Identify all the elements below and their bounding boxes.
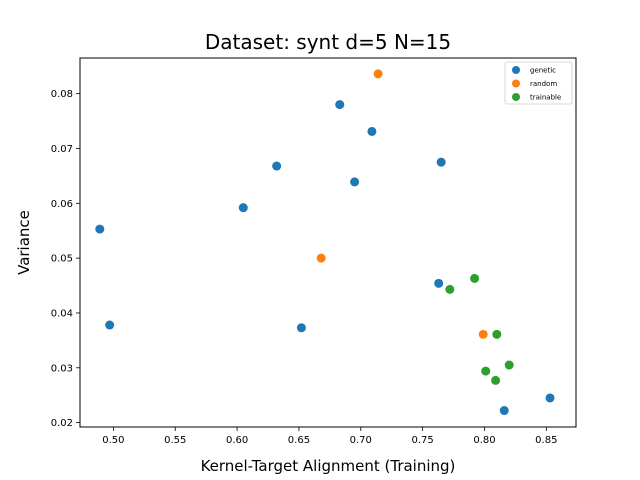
- point-genetic: [545, 393, 555, 403]
- x-tick-label: 0.50: [102, 435, 124, 446]
- x-axis-ticks: 0.50 0.55 0.60 0.65 0.70 0.75 0.80 0.85: [102, 427, 557, 446]
- point-genetic: [434, 278, 444, 288]
- legend-marker-genetic: [512, 66, 520, 74]
- plot-frame: [79, 57, 577, 428]
- y-tick-label: 0.06: [51, 199, 73, 210]
- point-trainable: [492, 329, 502, 339]
- point-trainable: [504, 360, 514, 370]
- point-genetic: [367, 126, 377, 136]
- y-tick-label: 0.02: [51, 418, 73, 429]
- x-tick-label: 0.85: [535, 435, 557, 446]
- point-trainable: [470, 273, 480, 283]
- point-genetic: [95, 224, 105, 234]
- y-tick-label: 0.04: [51, 308, 73, 319]
- point-genetic: [436, 157, 446, 167]
- y-tick-label: 0.08: [51, 89, 73, 100]
- point-random: [478, 329, 488, 339]
- point-genetic: [105, 320, 115, 330]
- point-trainable: [481, 366, 491, 376]
- x-tick-label: 0.55: [164, 435, 186, 446]
- legend: genetic random trainable: [504, 61, 573, 105]
- x-tick-label: 0.80: [473, 435, 495, 446]
- point-random: [373, 69, 383, 79]
- point-genetic: [272, 161, 282, 171]
- y-tick-label: 0.07: [51, 144, 73, 155]
- legend-items: genetic random trainable: [512, 66, 561, 102]
- y-tick-label: 0.03: [51, 363, 73, 374]
- x-axis-label: Kernel-Target Alignment (Training): [201, 457, 456, 475]
- y-axis-label: Variance: [15, 210, 33, 275]
- legend-label-random: random: [530, 80, 557, 88]
- legend-marker-trainable: [512, 93, 520, 101]
- x-tick-label: 0.70: [350, 435, 372, 446]
- legend-box: [504, 61, 573, 105]
- y-tick-label: 0.05: [51, 254, 73, 265]
- point-genetic: [335, 100, 345, 110]
- chart-title: Dataset: synt d=5 N=15: [205, 30, 451, 54]
- point-genetic: [499, 406, 509, 416]
- point-genetic: [350, 177, 360, 187]
- plot-area: [80, 58, 576, 427]
- legend-marker-random: [512, 79, 520, 88]
- point-trainable: [491, 375, 501, 385]
- point-trainable: [445, 284, 455, 294]
- x-tick-label: 0.75: [411, 435, 433, 446]
- data-points: [95, 69, 555, 416]
- x-tick-label: 0.65: [288, 435, 310, 446]
- x-tick-label: 0.60: [226, 435, 248, 446]
- y-axis-ticks: 0.02 0.03 0.04 0.05 0.06 0.07 0.08: [51, 89, 80, 429]
- point-genetic: [238, 203, 248, 213]
- legend-label-trainable: trainable: [530, 94, 561, 102]
- legend-label-genetic: genetic: [530, 67, 556, 75]
- point-genetic: [296, 323, 306, 333]
- point-random: [316, 253, 326, 263]
